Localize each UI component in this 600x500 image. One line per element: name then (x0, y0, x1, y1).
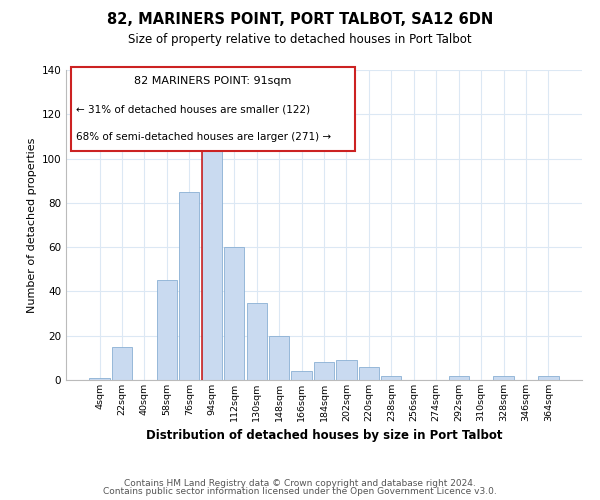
Bar (224, 247, 244, 380)
Bar (202, 136, 222, 380)
Bar (314, 362, 334, 380)
Bar (247, 302, 267, 380)
Bar (112, 347, 132, 380)
Bar (269, 336, 289, 380)
Bar (89, 378, 110, 380)
Text: ← 31% of detached houses are smaller (122): ← 31% of detached houses are smaller (12… (76, 104, 310, 114)
Bar (493, 376, 514, 380)
Text: 68% of semi-detached houses are larger (271) →: 68% of semi-detached houses are larger (… (76, 132, 331, 142)
Bar (337, 360, 356, 380)
Text: 82 MARINERS POINT: 91sqm: 82 MARINERS POINT: 91sqm (134, 76, 292, 86)
Text: Contains public sector information licensed under the Open Government Licence v3: Contains public sector information licen… (103, 487, 497, 496)
Bar (359, 366, 379, 380)
X-axis label: Distribution of detached houses by size in Port Talbot: Distribution of detached houses by size … (146, 430, 502, 442)
Text: Size of property relative to detached houses in Port Talbot: Size of property relative to detached ho… (128, 32, 472, 46)
Bar (179, 192, 199, 380)
Text: Contains HM Land Registry data © Crown copyright and database right 2024.: Contains HM Land Registry data © Crown c… (124, 478, 476, 488)
Bar (157, 280, 177, 380)
Bar (538, 376, 559, 380)
Bar (292, 371, 311, 380)
Bar (449, 376, 469, 380)
FancyBboxPatch shape (71, 67, 355, 150)
Y-axis label: Number of detached properties: Number of detached properties (27, 138, 37, 312)
Bar (381, 376, 401, 380)
Text: 82, MARINERS POINT, PORT TALBOT, SA12 6DN: 82, MARINERS POINT, PORT TALBOT, SA12 6D… (107, 12, 493, 28)
